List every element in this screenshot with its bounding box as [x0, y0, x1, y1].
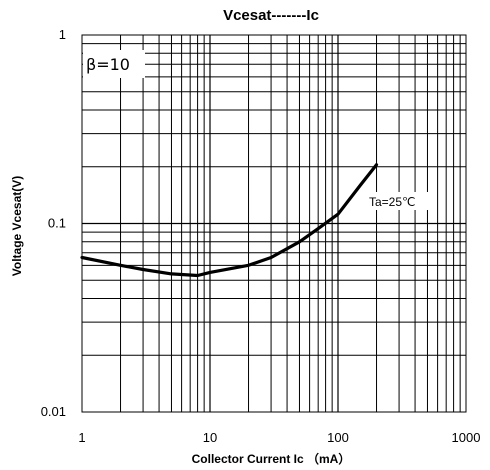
grid-lines [82, 35, 466, 412]
y-tick-label: 0.01 [41, 404, 66, 419]
x-tick-label: 100 [327, 430, 349, 445]
beta-label-background [83, 50, 145, 78]
beta-label: β=10 [86, 55, 130, 74]
chart-title: Vcesat-------Ic [223, 7, 319, 24]
x-tick-label: 1 [78, 430, 85, 445]
y-axis-label: Voltage Vcesat(V) [10, 176, 24, 276]
x-tick-label: 10 [203, 430, 217, 445]
plot-frame [81, 34, 467, 413]
vcesat-series-line [80, 163, 379, 278]
x-axis-label: Collector Current Ic （mA） [192, 451, 351, 466]
temperature-label: Ta=25℃ [369, 195, 416, 209]
y-tick-label: 1 [59, 27, 66, 42]
series-group [80, 163, 379, 278]
y-tick-label: 0.1 [48, 216, 66, 231]
tick-labels: 1 10 100 1000 1 0.1 0.01 [41, 27, 481, 445]
x-tick-label: 1000 [452, 430, 481, 445]
temperature-label-background [366, 192, 428, 210]
